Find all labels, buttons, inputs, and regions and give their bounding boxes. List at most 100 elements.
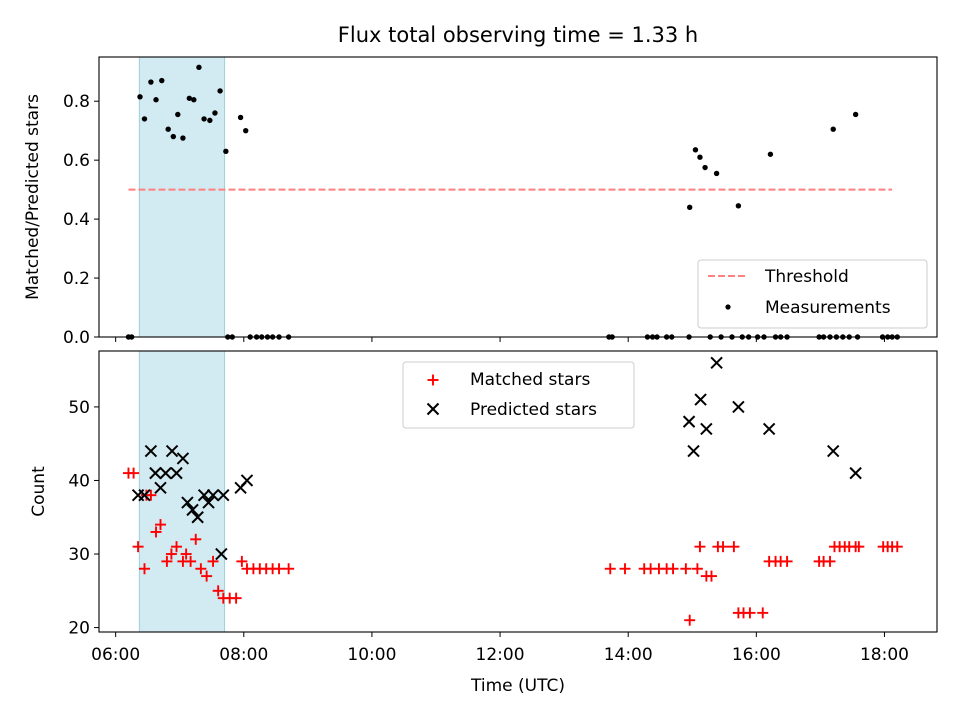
- count-panel: 20 30 40 50 06:00 08:00 10:00 12:00 14:00 16:00 1…: [29, 350, 938, 696]
- legend-top: Threshold Measurements: [697, 259, 928, 329]
- measurement-point: [141, 116, 148, 122]
- predicted-star-point: [144, 444, 158, 458]
- predicted-star-point: [165, 444, 179, 458]
- matched-star-point: [824, 555, 836, 567]
- measurement-point: [237, 114, 244, 121]
- measurement-point: [170, 133, 177, 140]
- legend-box: [697, 259, 928, 329]
- cross-stroke-b: [181, 496, 194, 509]
- predicted-star-point: [181, 496, 194, 509]
- predicted-star-point: [849, 466, 862, 480]
- matched-star-point: [128, 467, 140, 479]
- measurement-point: [767, 151, 774, 157]
- matched-star-point: [165, 548, 177, 560]
- measurement-point: [830, 126, 836, 132]
- matched-star-point: [195, 563, 207, 575]
- y-tick-label: 0.2: [63, 269, 90, 289]
- matched-star-point: [604, 563, 616, 575]
- measurement-point: [159, 77, 165, 84]
- cross-stroke-b: [426, 402, 440, 416]
- predicted-star-point: [154, 481, 167, 495]
- legend-measurements-swatch: [725, 304, 731, 310]
- matched-star-point: [680, 563, 692, 575]
- cross-stroke-b: [191, 511, 204, 524]
- legend-bottom: Matched stars Predicted stars: [402, 361, 635, 429]
- predicted-star-point: [217, 488, 230, 502]
- predicted-star-point: [700, 422, 713, 436]
- y-axis-label-top: Matched/Predicted stars: [23, 94, 43, 300]
- matched-star-point: [757, 607, 769, 619]
- matched-star-point: [201, 570, 213, 582]
- predicted-star-point: [240, 474, 254, 487]
- measurement-point: [153, 97, 159, 103]
- cross-stroke-b: [159, 466, 172, 480]
- matched-star-point: [180, 548, 192, 560]
- legend-measurements-label: Measurements: [765, 298, 891, 318]
- cross-stroke-b: [186, 503, 199, 517]
- predicted-star-point: [197, 488, 211, 502]
- predicted-star-point: [176, 452, 190, 465]
- matched-star-point: [619, 563, 631, 575]
- measurement-point: [735, 203, 742, 209]
- measurement-point: [207, 117, 213, 124]
- matched-star-point: [667, 563, 679, 575]
- cross-stroke-b: [138, 488, 151, 502]
- measurement-point: [702, 164, 708, 171]
- legend-box: [402, 361, 635, 429]
- measurement-point: [692, 147, 699, 153]
- cross-stroke-b: [144, 444, 158, 458]
- cross-stroke-b: [240, 474, 254, 487]
- x-axis-label: Time (UTC): [470, 676, 565, 696]
- matched-star-point: [891, 541, 903, 553]
- x-tick-label: 16:00: [732, 645, 781, 665]
- legend-cross-marker: [426, 402, 440, 416]
- y-axis-label-bottom: Count: [29, 466, 49, 517]
- measurement-point: [137, 94, 143, 100]
- cross-stroke-b: [149, 466, 162, 480]
- cross-stroke-b: [710, 356, 723, 369]
- predicted-star-point: [206, 488, 220, 502]
- cross-stroke-b: [849, 466, 862, 480]
- matched-star-point: [155, 519, 167, 531]
- matched-star-point: [145, 489, 157, 501]
- x-tick-label: 08:00: [219, 645, 268, 665]
- predicted-star-point: [191, 511, 204, 524]
- y-tick-label: 0.6: [63, 151, 90, 171]
- cross-stroke-b: [206, 488, 220, 502]
- measurement-point: [165, 126, 171, 132]
- cross-stroke-b: [165, 444, 179, 458]
- x-tick-label: 06:00: [91, 645, 140, 665]
- matched-star-point: [185, 555, 197, 567]
- legend-matched-swatch: [427, 374, 439, 386]
- axes-frame-bottom: [98, 350, 938, 633]
- matched-star-point: [150, 526, 162, 538]
- measurement-point: [243, 127, 249, 134]
- matched-star-point: [853, 541, 865, 553]
- matched-star-point: [283, 563, 295, 575]
- matched-stars-series: [122, 467, 903, 626]
- measurement-point: [852, 111, 859, 118]
- matched-star-point: [684, 614, 696, 626]
- matched-star-point: [691, 563, 703, 575]
- predicted-star-point: [215, 547, 228, 561]
- predicted-star-point: [687, 444, 700, 458]
- cross-stroke-b: [217, 488, 230, 502]
- predicted-star-point: [159, 466, 172, 480]
- cross-stroke-b: [197, 488, 211, 502]
- legend-predicted-label: Predicted stars: [470, 400, 597, 420]
- cross-stroke-b: [202, 496, 215, 509]
- legend-matched-label: Matched stars: [470, 370, 590, 390]
- measurement-point: [196, 64, 202, 71]
- y-tick-label: 0.0: [63, 328, 90, 348]
- legend-threshold-label: Threshold: [764, 267, 849, 287]
- cross-stroke-b: [694, 393, 707, 406]
- matched-star-point: [717, 541, 729, 553]
- cross-stroke-b: [687, 444, 700, 458]
- predicted-star-point: [202, 496, 215, 509]
- cross-stroke-b: [215, 547, 228, 561]
- legend-predicted-swatch: [426, 402, 440, 416]
- x-tick-label: 10:00: [347, 645, 396, 665]
- y-ticks-top: 0.0 0.2 0.4 0.6 0.8: [63, 92, 99, 348]
- cross-stroke-b: [700, 422, 713, 436]
- measurement-point: [148, 79, 154, 85]
